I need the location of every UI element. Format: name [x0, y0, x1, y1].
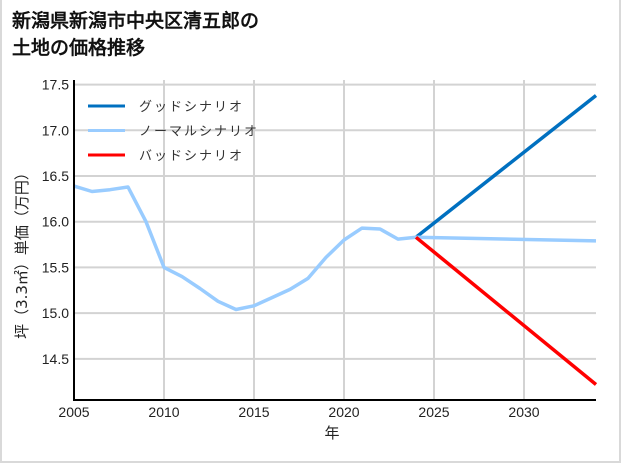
x-tick-label: 2030	[508, 404, 539, 420]
x-tick-label: 2015	[238, 404, 269, 420]
y-tick-label: 15.0	[42, 305, 69, 321]
chart-title: 新潟県新潟市中央区清五郎の 土地の価格推移	[12, 8, 259, 62]
y-tick-label: 16.0	[42, 214, 69, 230]
legend-label: ノーマルシナリオ	[139, 125, 259, 140]
legend-label: バッドシナリオ	[139, 149, 244, 164]
chart-title-line2: 土地の価格推移	[12, 37, 146, 59]
y-tick-label: 15.5	[42, 259, 69, 275]
chart-title-line1: 新潟県新潟市中央区清五郎の	[12, 10, 260, 32]
x-tick-label: 2025	[418, 404, 449, 420]
y-tick-label: 14.5	[42, 351, 69, 367]
legend-label: グッドシナリオ	[139, 100, 244, 115]
y-axis-label: 坪（3.3㎡）単価（万円）	[13, 165, 31, 339]
x-axis-label: 年	[324, 424, 339, 442]
y-tick-label: 16.5	[42, 168, 69, 184]
x-tick-label: 2005	[58, 404, 89, 420]
series-line	[73, 184, 597, 312]
y-tick-label: 17.0	[42, 122, 69, 138]
y-tick-label: 17.5	[42, 77, 69, 93]
series-line	[414, 235, 598, 386]
x-tick-label: 2010	[148, 404, 179, 420]
x-tick-label: 2020	[328, 404, 359, 420]
series-line	[414, 94, 598, 239]
